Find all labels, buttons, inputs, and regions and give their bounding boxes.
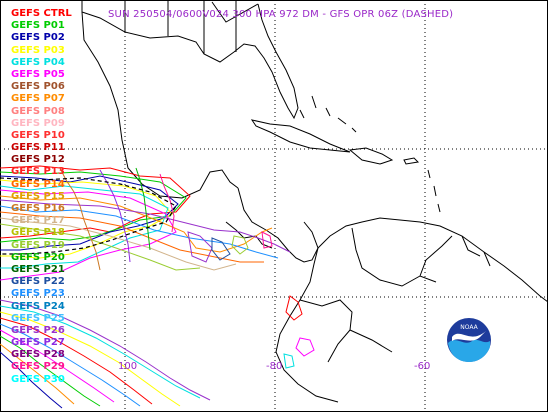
legend-item-p07: GEFS P07 bbox=[11, 93, 65, 105]
legend-item-p10: GEFS P10 bbox=[11, 129, 65, 141]
legend-item-p17: GEFS P17 bbox=[11, 215, 65, 227]
legend-item-p11: GEFS P11 bbox=[11, 142, 65, 154]
ensemble-contours bbox=[0, 165, 315, 409]
map-title: SUN 250504/0600V024 300 HPA 972 DM - GFS… bbox=[108, 9, 454, 20]
legend-item-p15: GEFS P15 bbox=[11, 190, 65, 202]
logo-text: NOAA bbox=[460, 324, 478, 331]
legend-item-p28: GEFS P28 bbox=[11, 349, 65, 361]
legend-item-p06: GEFS P06 bbox=[11, 81, 65, 93]
legend-item-p25: GEFS P25 bbox=[11, 312, 65, 324]
legend-item-p18: GEFS P18 bbox=[11, 227, 65, 239]
legend-item-p16: GEFS P16 bbox=[11, 203, 65, 214]
legend-item-p29: GEFS P29 bbox=[11, 361, 65, 373]
gfs-operational-contour bbox=[0, 177, 177, 255]
legend-item-p24: GEFS P24 bbox=[11, 300, 65, 312]
legend-item-p21: GEFS P21 bbox=[11, 263, 65, 275]
legend-item-p03: GEFS P03 bbox=[11, 44, 65, 56]
legend-item-p01: GEFS P01 bbox=[11, 20, 65, 32]
legend-item-p14: GEFS P14 bbox=[11, 178, 65, 190]
legend-item-p27: GEFS P27 bbox=[11, 337, 65, 349]
lon-label-100: 100 bbox=[118, 361, 138, 372]
lon-label-60w: -60 bbox=[414, 361, 431, 372]
coastlines bbox=[81, 0, 548, 403]
legend-item-ctrl: GEFS CTRL bbox=[11, 8, 72, 19]
legend-item-p22: GEFS P22 bbox=[11, 276, 65, 288]
legend-item-p05: GEFS P05 bbox=[11, 68, 65, 80]
ensemble-legend: GEFS CTRL GEFS P01 GEFS P02 GEFS P03 GEF… bbox=[11, 8, 72, 386]
legend-item-p26: GEFS P26 bbox=[11, 324, 65, 336]
legend-item-p04: GEFS P04 bbox=[11, 56, 65, 68]
legend-item-p02: GEFS P02 bbox=[11, 32, 65, 44]
legend-item-p08: GEFS P08 bbox=[11, 105, 65, 117]
legend-item-p20: GEFS P20 bbox=[11, 251, 65, 263]
noaa-logo-icon: NOAA bbox=[447, 318, 491, 362]
legend-item-p19: GEFS P19 bbox=[11, 239, 65, 251]
legend-item-p12: GEFS P12 bbox=[11, 154, 65, 166]
legend-item-p30: GEFS P30 bbox=[11, 373, 65, 385]
legend-item-p13: GEFS P13 bbox=[11, 166, 65, 178]
legend-item-p09: GEFS P09 bbox=[11, 117, 65, 129]
lon-label-80w: -80 bbox=[266, 361, 283, 372]
legend-item-p23: GEFS P23 bbox=[11, 288, 65, 300]
